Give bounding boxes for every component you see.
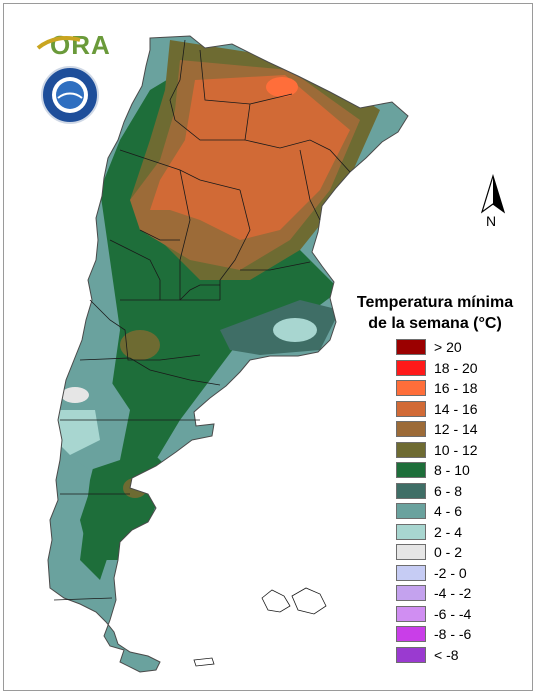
legend-label: > 20 (434, 339, 462, 356)
legend-swatch (396, 646, 426, 663)
legend-item: -6 - -4 (396, 604, 478, 625)
legend-item: 10 - 12 (396, 440, 478, 461)
legend-label: -8 - -6 (434, 626, 472, 643)
legend-item: 16 - 18 (396, 378, 478, 399)
legend-item: 4 - 6 (396, 501, 478, 522)
legend-swatch (396, 400, 426, 417)
country-outline (47, 35, 409, 673)
legend-label: 8 - 10 (434, 462, 470, 479)
legend: > 20 18 - 20 16 - 18 14 - 16 12 - 14 10 … (396, 337, 478, 665)
legend-item: 18 - 20 (396, 358, 478, 379)
legend-swatch (396, 503, 426, 520)
province-borders (53, 39, 351, 601)
legend-label: < -8 (434, 646, 459, 663)
legend-label: -2 - 0 (434, 564, 467, 581)
map-frame (3, 3, 533, 691)
legend-label: 4 - 6 (434, 503, 463, 520)
legend-swatch (396, 585, 426, 602)
legend-label: 10 - 12 (434, 441, 478, 458)
legend-swatch (396, 339, 426, 356)
legend-label: 12 - 14 (434, 421, 478, 438)
smn-seal-icon (41, 66, 99, 124)
legend-title-line1: Temperatura mínima (356, 294, 514, 311)
legend-title: Temperatura mínima de la semana (°C) (340, 292, 530, 334)
legend-label: 18 - 20 (434, 359, 478, 376)
north-arrow-icon (480, 174, 506, 214)
legend-item: -8 - -6 (396, 624, 478, 645)
legend-swatch (396, 441, 426, 458)
legend-item: < -8 (396, 645, 478, 666)
legend-label: -4 - -2 (434, 585, 472, 602)
legend-item: 2 - 4 (396, 522, 478, 543)
islands (193, 587, 327, 667)
legend-item: 0 - 2 (396, 542, 478, 563)
legend-item: 12 - 14 (396, 419, 478, 440)
legend-item: 8 - 10 (396, 460, 478, 481)
legend-swatch (396, 605, 426, 622)
legend-swatch (396, 380, 426, 397)
legend-swatch (396, 421, 426, 438)
legend-swatch (396, 626, 426, 643)
legend-label: 14 - 16 (434, 400, 478, 417)
legend-swatch (396, 462, 426, 479)
ora-logo-icon (36, 36, 81, 50)
legend-item: 14 - 16 (396, 399, 478, 420)
legend-label: 16 - 18 (434, 380, 478, 397)
legend-label: -6 - -4 (434, 605, 472, 622)
legend-swatch (396, 482, 426, 499)
legend-swatch (396, 359, 426, 376)
ora-logo-text: ORA (50, 30, 111, 60)
legend-item: > 20 (396, 337, 478, 358)
legend-swatch (396, 544, 426, 561)
legend-label: 2 - 4 (434, 523, 463, 540)
legend-title-line2: de la semana (°C) (368, 315, 502, 332)
legend-label: 6 - 8 (434, 482, 463, 499)
legend-swatch (396, 523, 426, 540)
legend-item: -2 - 0 (396, 563, 478, 584)
north-label: N (486, 213, 497, 229)
legend-item: 6 - 8 (396, 481, 478, 502)
legend-item: -4 - -2 (396, 583, 478, 604)
legend-label: 0 - 2 (434, 544, 463, 561)
legend-swatch (396, 564, 426, 581)
